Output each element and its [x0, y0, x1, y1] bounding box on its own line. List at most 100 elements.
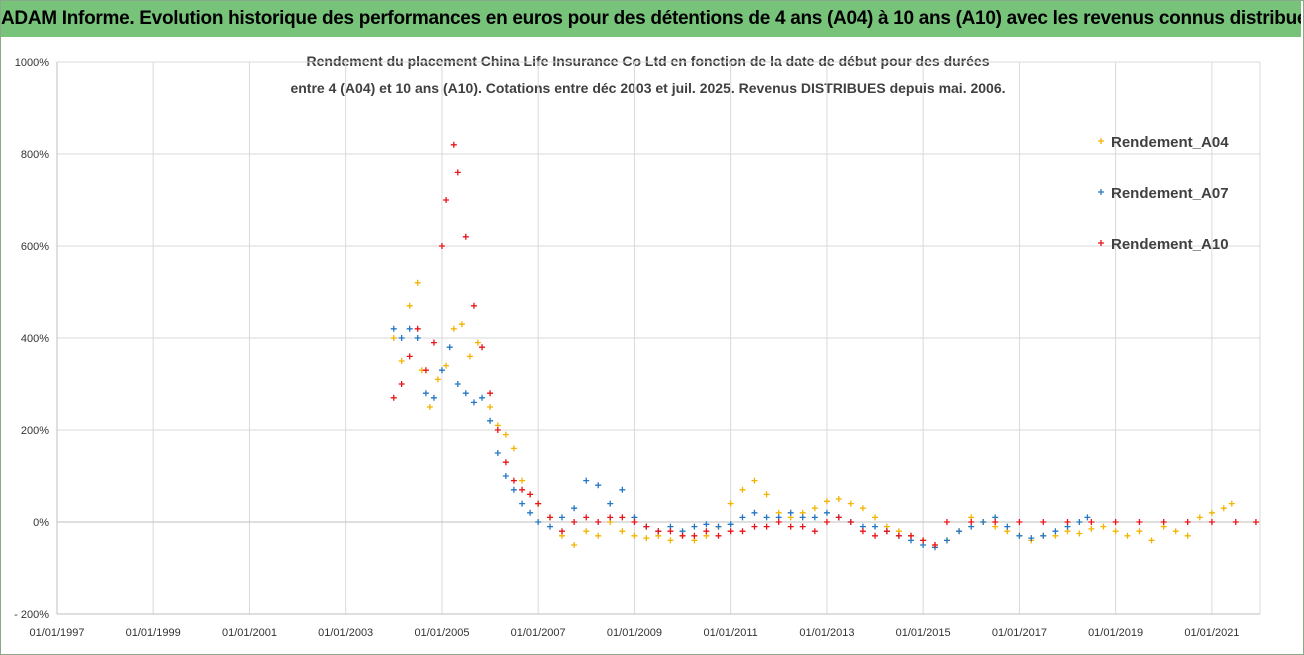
data-point — [847, 519, 854, 525]
data-point — [595, 519, 602, 525]
data-point — [835, 496, 842, 502]
data-point — [571, 542, 578, 548]
data-point — [1028, 535, 1035, 542]
data-point — [968, 519, 975, 525]
data-point — [470, 399, 477, 406]
data-point — [1208, 519, 1215, 525]
data-point — [1112, 528, 1119, 535]
data-point — [956, 528, 963, 535]
data-point — [390, 335, 397, 341]
data-point — [422, 390, 429, 397]
data-point — [470, 302, 477, 309]
data-point — [414, 279, 421, 286]
data-point — [454, 169, 461, 176]
y-tick-label: 600% — [21, 241, 49, 253]
data-point — [443, 197, 450, 203]
page-title: ADAM Informe. Evolution historique des p… — [1, 1, 1301, 37]
data-point — [434, 376, 441, 383]
data-point — [422, 367, 429, 374]
y-tick-label: 400% — [21, 333, 49, 345]
data-point — [438, 243, 445, 249]
data-point — [727, 528, 734, 535]
data-point — [787, 509, 794, 516]
data-point — [823, 509, 830, 516]
data-point — [1208, 509, 1215, 516]
data-point — [571, 519, 578, 525]
data-point — [763, 491, 770, 498]
data-point — [727, 500, 734, 507]
data-point — [1252, 519, 1259, 525]
data-point — [715, 523, 722, 530]
data-point — [527, 491, 534, 498]
x-tick-label: 01/01/2013 — [799, 627, 854, 639]
x-tick-label: 01/01/2007 — [511, 627, 566, 639]
data-point — [1124, 532, 1131, 539]
data-point — [390, 325, 397, 332]
data-point — [643, 535, 650, 542]
data-point — [859, 528, 866, 535]
data-point — [619, 514, 626, 521]
legend-marker — [1098, 240, 1104, 246]
data-point — [519, 477, 526, 484]
data-point — [426, 404, 433, 410]
data-point — [479, 394, 486, 401]
data-point — [558, 514, 565, 521]
data-point — [1220, 505, 1227, 512]
legend-label: Rendement_A10 — [1111, 236, 1229, 253]
data-point — [1184, 532, 1191, 539]
data-point — [1064, 519, 1071, 525]
x-tick-label: 01/01/1999 — [126, 627, 181, 639]
x-tick-label: 01/01/2001 — [222, 627, 277, 639]
data-point — [799, 514, 806, 521]
data-point — [450, 141, 457, 148]
legend-marker — [1098, 138, 1104, 144]
data-point — [811, 505, 818, 512]
data-point — [1112, 519, 1119, 525]
data-point — [823, 498, 830, 505]
data-point — [454, 381, 461, 387]
data-point — [703, 528, 710, 535]
data-point — [739, 528, 746, 535]
data-point — [1196, 514, 1203, 521]
data-point — [474, 339, 481, 346]
data-point — [479, 344, 486, 351]
data-point — [1172, 528, 1179, 535]
data-point — [1232, 519, 1239, 525]
y-tick-label: 1000% — [15, 57, 49, 69]
data-point — [655, 528, 662, 535]
data-point — [691, 532, 698, 539]
data-point — [414, 325, 421, 332]
data-point — [1004, 523, 1011, 530]
data-point — [739, 486, 746, 493]
data-point — [811, 514, 818, 521]
data-point — [607, 500, 614, 507]
data-point — [667, 537, 674, 544]
data-point — [931, 542, 938, 548]
data-point — [907, 532, 914, 539]
data-point — [430, 394, 437, 401]
data-point — [679, 532, 686, 539]
x-tick-label: 01/01/2011 — [704, 627, 758, 639]
data-point — [1076, 530, 1083, 537]
x-tick-label: 01/01/2017 — [992, 627, 1047, 639]
data-point — [607, 514, 614, 521]
x-tick-label: 01/01/2021 — [1184, 627, 1239, 639]
data-point — [502, 459, 509, 466]
data-point — [1076, 519, 1083, 525]
chart-title-line-2: entre 4 (A04) et 10 ans (A10). Cotations… — [290, 80, 1005, 96]
y-tick-label: 0% — [33, 517, 49, 529]
data-point — [510, 445, 517, 452]
data-point — [398, 335, 405, 341]
data-point — [872, 523, 879, 530]
data-point — [535, 500, 542, 507]
data-point — [571, 505, 578, 512]
data-point — [1016, 519, 1023, 525]
data-point — [920, 537, 927, 544]
series-Rendement_A04 — [390, 279, 1235, 548]
series-Rendement_A07 — [390, 325, 1091, 551]
data-point — [751, 477, 758, 484]
data-point — [1088, 525, 1095, 532]
data-point — [583, 528, 590, 535]
data-point — [462, 233, 469, 240]
